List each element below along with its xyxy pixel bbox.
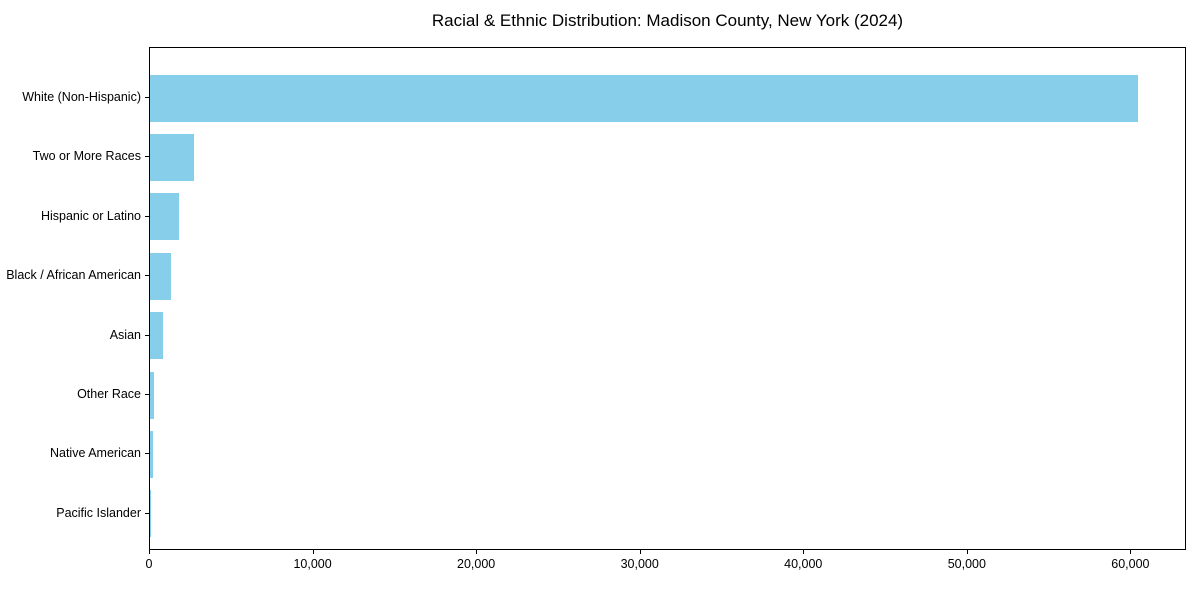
x-tick-mark <box>639 550 641 554</box>
plot-area <box>149 47 1186 550</box>
x-tick-label-10-000: 10,000 <box>293 557 332 571</box>
y-tick-label-native-american: Native American <box>49 446 141 461</box>
x-tick-label-50-000: 50,000 <box>947 557 986 571</box>
x-tick-label-30-000: 30,000 <box>620 557 659 571</box>
y-tick-mark <box>145 394 149 395</box>
bar-two-or-more-races <box>150 133 195 181</box>
bar-asian <box>150 312 164 360</box>
y-tick-label-other-race: Other Race <box>77 387 141 401</box>
x-tick-label-0: 0 <box>145 557 153 571</box>
y-tick-mark <box>145 512 149 514</box>
bar-white-non-hispanic <box>150 74 1138 122</box>
y-tick-label-two-or-more-races: Two or More Races <box>32 149 141 164</box>
y-tick-label-hispanic-or-latino: Hispanic or Latino <box>40 208 141 223</box>
y-tick-mark <box>145 156 149 158</box>
y-tick-mark <box>145 334 149 336</box>
bar-other-race <box>150 371 155 419</box>
y-tick-label-black-african-american: Black / African American <box>6 268 141 283</box>
x-tick-mark <box>476 550 478 554</box>
x-tick-mark <box>966 550 968 554</box>
bar-black-african-american <box>150 252 172 300</box>
y-tick-label-pacific-islander: Pacific Islander <box>56 505 141 520</box>
x-tick-mark <box>312 550 314 554</box>
bar-native-american <box>150 430 154 478</box>
bar-hispanic-or-latino <box>150 193 180 241</box>
y-tick-mark <box>145 453 149 455</box>
y-tick-mark <box>145 215 149 217</box>
x-tick-label-60-000: 60,000 <box>1111 557 1150 571</box>
y-tick-mark <box>145 97 149 98</box>
x-tick-label-40-000: 40,000 <box>784 557 823 571</box>
y-tick-label-asian: Asian <box>109 327 141 342</box>
chart-title: Racial & Ethnic Distribution: Madison Co… <box>431 11 904 30</box>
x-tick-mark <box>1130 550 1132 554</box>
x-tick-label-20-000: 20,000 <box>457 557 496 571</box>
x-tick-mark <box>803 550 805 554</box>
y-tick-mark <box>145 275 149 277</box>
x-tick-mark <box>149 550 150 554</box>
y-tick-label-white-non-hispanic: White (Non-Hispanic) <box>22 90 141 104</box>
